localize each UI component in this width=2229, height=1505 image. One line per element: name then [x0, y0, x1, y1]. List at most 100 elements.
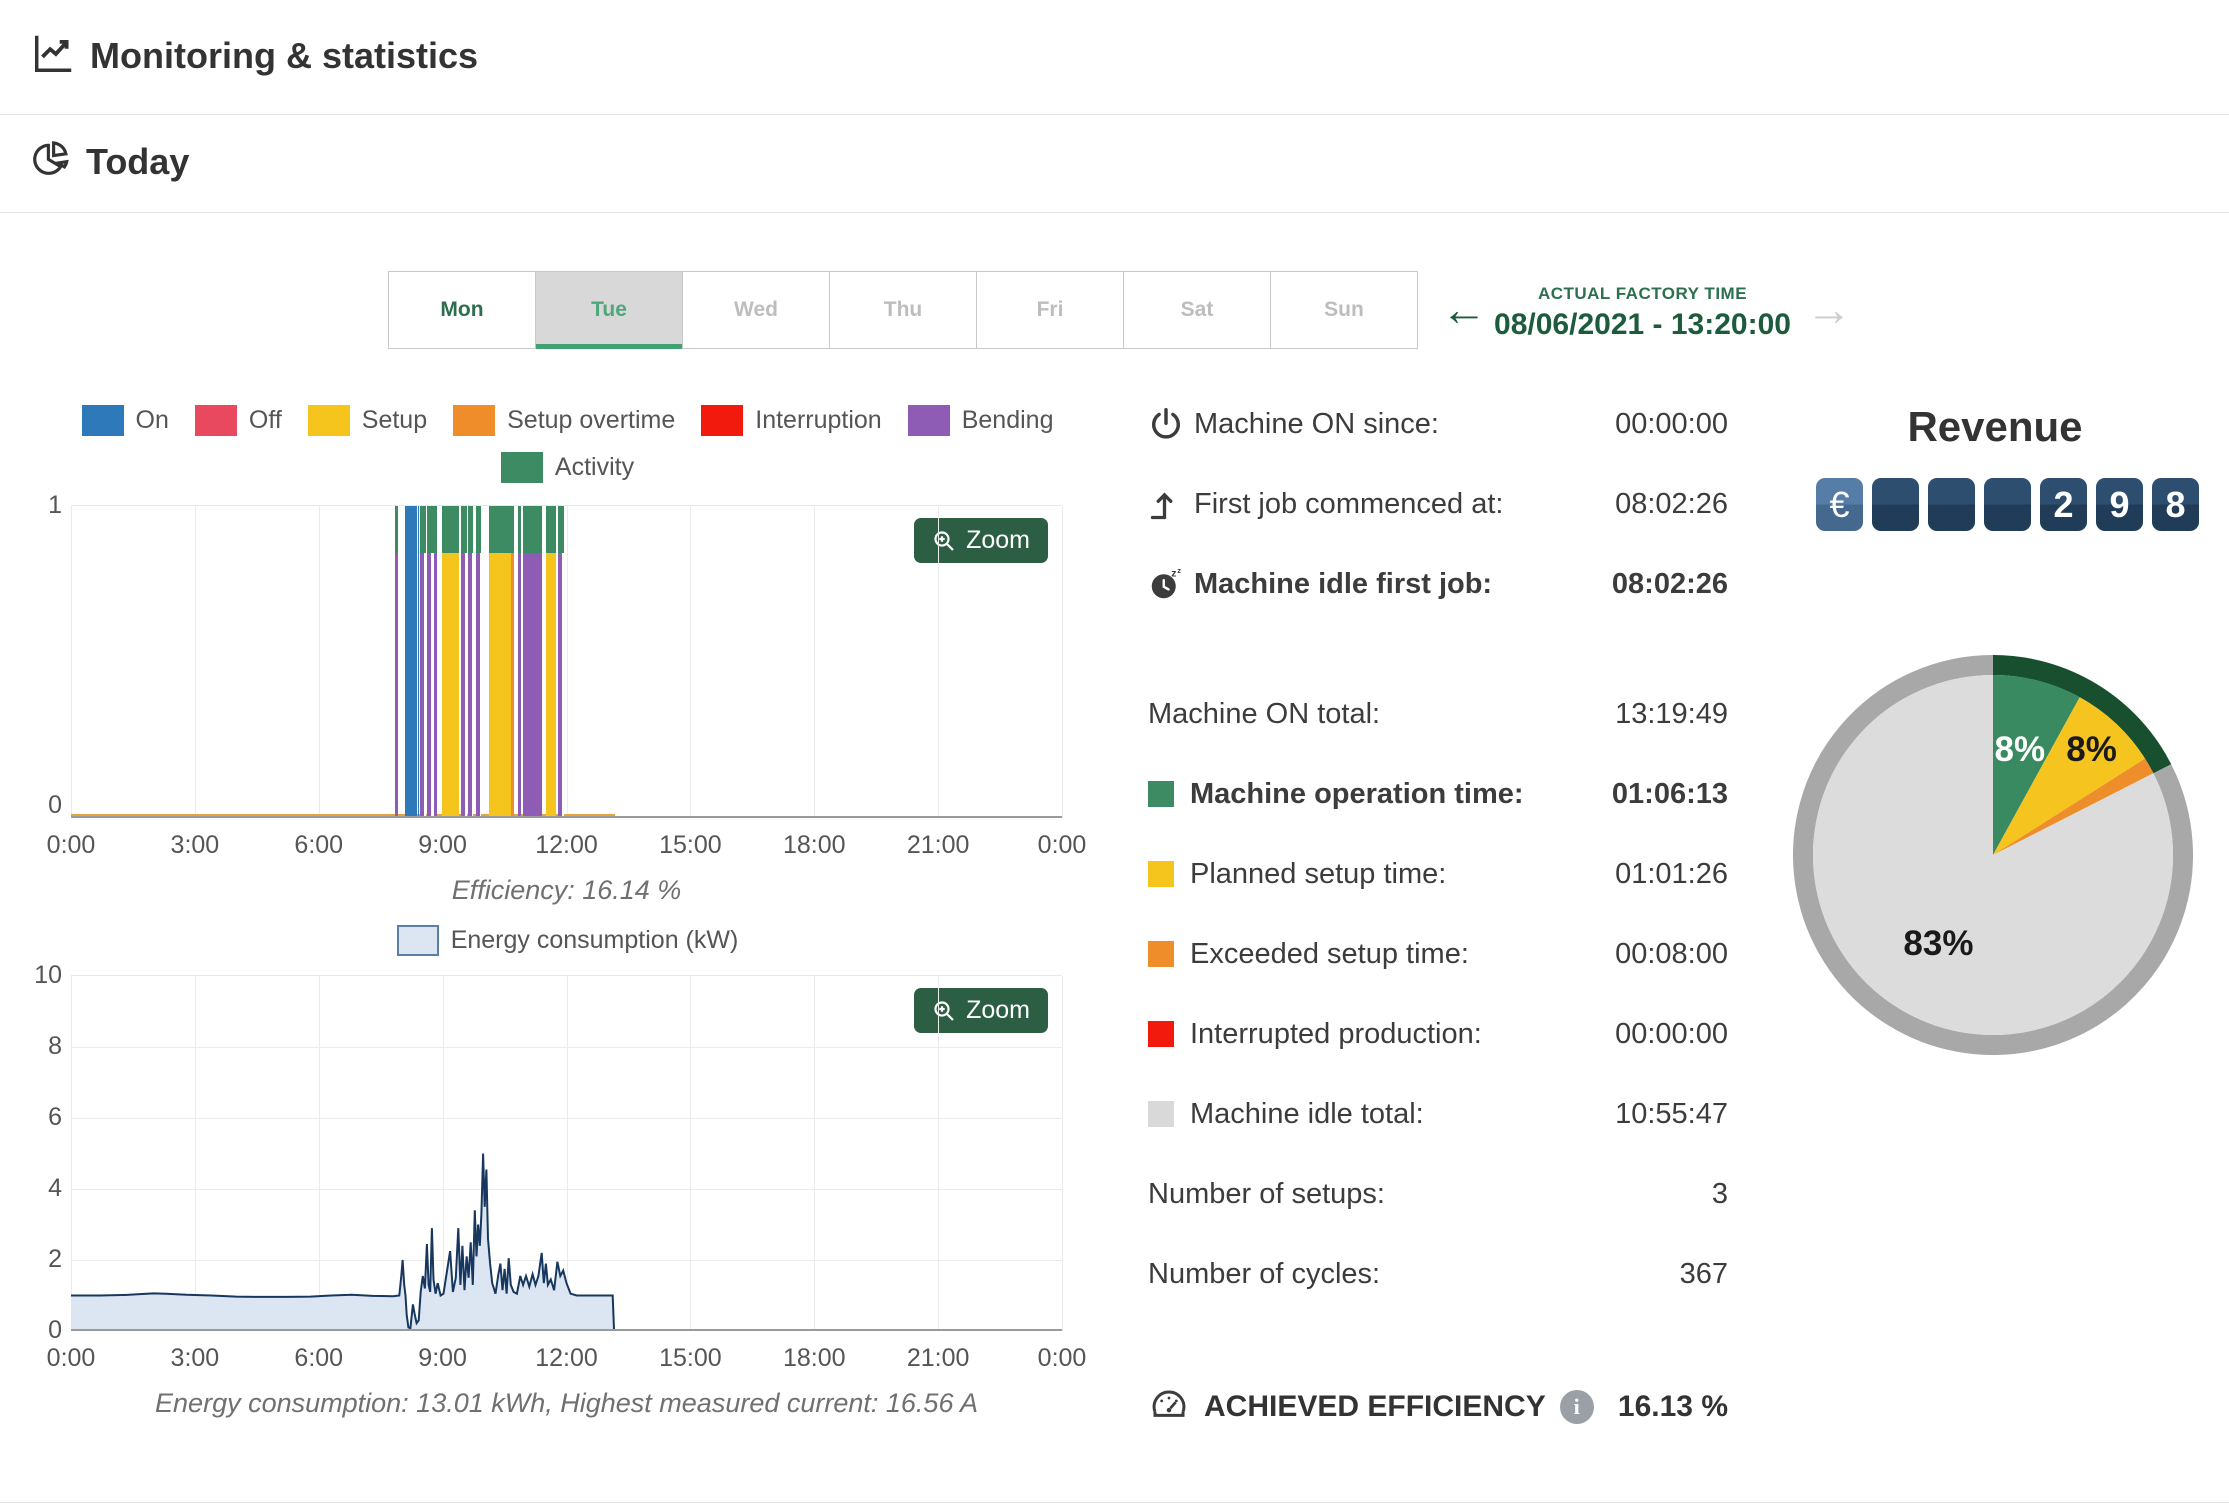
stat-row-exceeded-setup-time: Exceeded setup time: 00:08:00 — [1148, 932, 1728, 976]
activity-cap-segment — [523, 506, 542, 553]
tab-sun[interactable]: Sun — [1271, 272, 1417, 348]
activity-y-tick-bottom: 0 — [48, 791, 62, 819]
legend-item-interruption: Interruption — [701, 405, 882, 436]
energy-x-axis-labels: 0:00 3:00 6:00 9:00 12:00 15:00 18:00 21:00 0:00 — [47, 1344, 1087, 1374]
x-tick-label: 0:00 — [1037, 1344, 1087, 1372]
gridline — [318, 506, 320, 818]
tab-wed[interactable]: Wed — [683, 272, 830, 348]
legend-item-bending: Bending — [907, 405, 1053, 436]
y-tick-label: 4 — [48, 1174, 62, 1202]
stat-label: Planned setup time: — [1190, 857, 1447, 890]
legend-label: Off — [248, 406, 282, 434]
stat-label: Machine operation time: — [1190, 777, 1524, 810]
first-job-icon — [1148, 486, 1194, 522]
stat-value: 01:01:26 — [1615, 857, 1728, 890]
activity-cap-segment — [426, 506, 437, 553]
tab-fri[interactable]: Fri — [977, 272, 1124, 348]
activity-cap-segment — [545, 506, 556, 553]
x-tick-label: 21:00 — [906, 831, 970, 859]
legend-swatch — [453, 405, 496, 436]
factory-time-label: ACTUAL FACTORY TIME — [1537, 284, 1748, 303]
divider — [0, 1502, 2229, 1503]
factory-time-value: 08/06/2021 - 13:20:00 — [1494, 308, 1791, 341]
stat-value: 367 — [1679, 1257, 1728, 1290]
next-day-arrow-icon[interactable]: → — [1806, 283, 1852, 335]
gridline — [938, 506, 940, 818]
stat-value: 10:55:47 — [1615, 1097, 1728, 1130]
x-tick-label: 9:00 — [418, 1344, 467, 1372]
activity-cap-segment — [420, 506, 427, 553]
stat-row-machine-on-total: Machine ON total: 13:19:49 — [1148, 692, 1728, 736]
gridline — [71, 976, 72, 1331]
revenue-blank-tile — [1984, 478, 2031, 531]
stat-value: 00:00:00 — [1615, 1017, 1728, 1050]
energy-caption: Energy consumption: 13.01 kWh, Highest m… — [155, 1388, 978, 1418]
energy-legend-label: Energy consumption (kW) — [450, 926, 739, 954]
stat-row-interrupted-production: Interrupted production: 00:00:00 — [1148, 1012, 1728, 1056]
gridline — [1062, 506, 1063, 818]
pie-svg — [1793, 655, 2193, 1055]
x-axis-line — [71, 1329, 1062, 1331]
x-tick-label: 15:00 — [659, 831, 722, 859]
stat-label: Machine idle first job: — [1194, 567, 1493, 600]
activity-cap-segment — [489, 506, 512, 553]
gauge-icon — [1148, 1383, 1190, 1430]
y-tick-label: 6 — [48, 1103, 62, 1131]
legend-item-activity: Activity — [500, 452, 635, 483]
y-tick-label: 2 — [48, 1245, 62, 1273]
x-tick-label: 18:00 — [782, 831, 846, 859]
activity-cap-segment — [395, 506, 399, 553]
stat-row-machine-operation-time: Machine operation time: 01:06:13 — [1148, 772, 1728, 816]
achieved-efficiency-value: 16.13 % — [1617, 1389, 1728, 1423]
activity-segment-bending — [426, 552, 437, 818]
zoom-icon — [934, 1000, 954, 1021]
stat-swatch — [1148, 1101, 1174, 1127]
divider — [0, 114, 2229, 115]
page-title-bar: Monitoring & statistics — [30, 30, 478, 81]
zoom-button[interactable]: Zoom — [914, 988, 1048, 1033]
revenue-counter: €2 9 8 — [1816, 478, 2199, 531]
tab-sat[interactable]: Sat — [1124, 272, 1271, 348]
legend-label: Activity — [554, 453, 635, 481]
stat-row-number-of-setups: Number of setups: 3 — [1148, 1172, 1728, 1216]
activity-segment-on — [404, 506, 417, 818]
legend-item-setup: Setup — [307, 405, 428, 436]
info-icon[interactable]: i — [1559, 1389, 1594, 1424]
activity-y-tick-top: 1 — [48, 491, 62, 519]
tab-mon[interactable]: Mon — [389, 272, 536, 348]
x-tick-label: 9:00 — [418, 831, 467, 859]
tab-tue[interactable]: Tue — [536, 272, 683, 349]
activity-segment-setup — [441, 552, 460, 818]
gridline — [71, 1260, 1062, 1261]
tab-thu[interactable]: Thu — [830, 272, 977, 348]
gridline — [814, 976, 816, 1331]
stat-row-first-job-commenced-at: First job commenced at: 08:02:26 — [1148, 482, 1728, 526]
gridline — [566, 976, 568, 1331]
x-tick-label: 12:00 — [535, 1344, 598, 1372]
stat-row-machine-idle-total: Machine idle total: 10:55:47 — [1148, 1092, 1728, 1136]
stat-row-machine-on-since: Machine ON since: 00:00:00 — [1148, 402, 1728, 446]
legend-item-off: Off — [194, 405, 282, 436]
legend-label: On — [135, 406, 169, 434]
revenue-pie-chart: 8% 8% 83% — [1793, 655, 2193, 1055]
y-tick-label: 8 — [48, 1032, 62, 1060]
energy-consumption-chart: 10 8 6 4 2 0 Zoom 0:00 3:00 6:00 9:00 12:00 15:00 1… — [30, 961, 1105, 1438]
x-tick-label: 0:00 — [1037, 831, 1087, 859]
legend-swatch — [701, 405, 744, 436]
zoom-icon — [934, 530, 954, 551]
activity-x-axis-labels: 0:00 3:00 6:00 9:00 12:00 15:00 18:00 21:00 0:00 — [47, 831, 1087, 861]
zoom-button[interactable]: Zoom — [914, 518, 1048, 563]
stat-value: 01:06:13 — [1611, 777, 1728, 810]
gridline — [71, 1047, 1062, 1048]
achieved-efficiency-label: ACHIEVED EFFICIENCY — [1204, 1389, 1546, 1423]
revenue-blank-tile — [1872, 478, 1919, 531]
legend-label: Setup — [361, 406, 428, 434]
x-tick-label: 3:00 — [170, 1344, 220, 1372]
energy-legend: Energy consumption (kW) — [30, 925, 1105, 956]
legend-label: Interruption — [755, 406, 882, 434]
stat-label: First job commenced at: — [1194, 487, 1504, 520]
energy-chart-plot: Zoom — [71, 975, 1063, 1331]
revenue-title: Revenue — [1907, 403, 2083, 450]
gridline — [566, 506, 568, 818]
prev-day-arrow-icon[interactable]: ← — [1441, 283, 1487, 335]
